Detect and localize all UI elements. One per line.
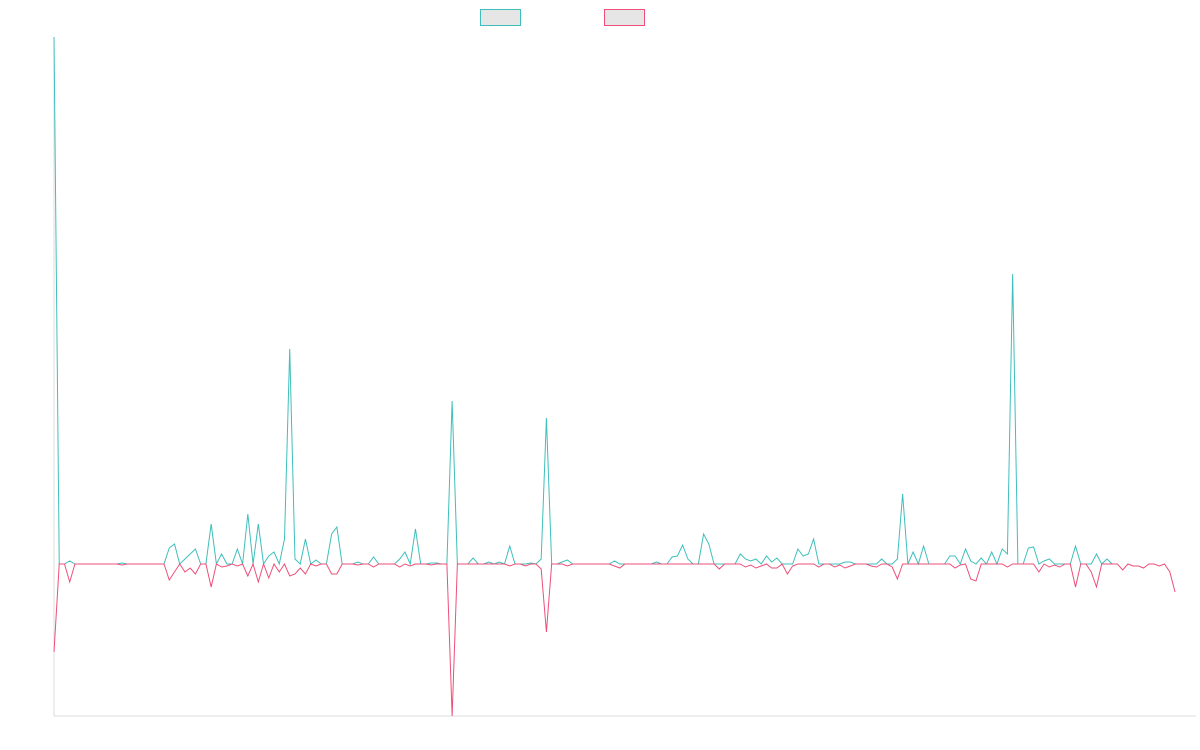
legend-swatch-1[interactable] [480,9,521,26]
legend-swatch-2[interactable] [604,9,645,26]
series-line-2 [53,562,1176,717]
series-line-1 [53,36,1113,566]
legend[interactable] [480,9,645,26]
axes [53,37,1196,717]
plot-area [53,36,1176,717]
